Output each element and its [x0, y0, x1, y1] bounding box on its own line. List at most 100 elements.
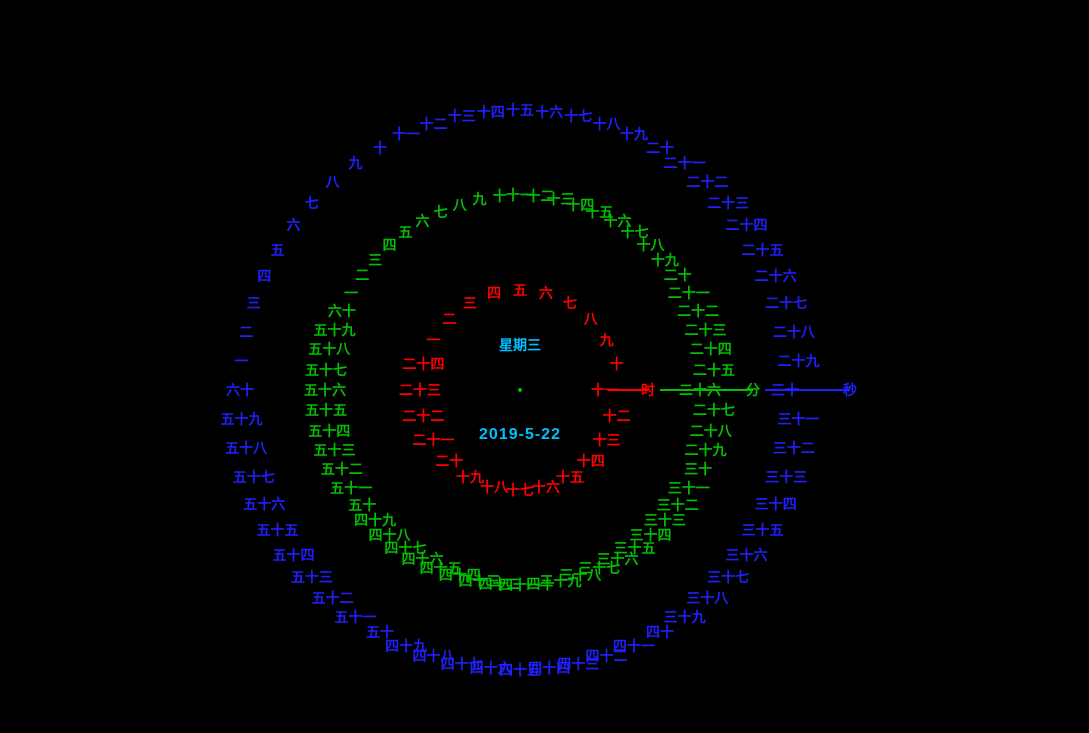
- second-tick-54: 五十四: [272, 545, 314, 565]
- second-tick-4: 四: [257, 266, 271, 286]
- second-tick-15: 十五: [506, 100, 534, 120]
- second-tick-46: 四十六: [470, 658, 512, 678]
- hour-tick-5: 五: [513, 280, 527, 300]
- minute-tick-24: 二十四: [690, 339, 732, 359]
- hour-tick-24: 二十四: [402, 354, 444, 374]
- minute-tick-22: 二十二: [677, 301, 719, 321]
- rotary-clock-stage: 一二三四五六七八九十十一十二十三十四十五十六十七十八十九二十二十一二十二二十三二…: [0, 0, 1089, 733]
- second-tick-11: 十一: [392, 124, 420, 144]
- minute-tick-20: 二十: [664, 265, 692, 285]
- hour-tick-12: 十二: [603, 406, 631, 426]
- minute-tick-34: 三十四: [629, 525, 671, 545]
- hour-tick-22: 二十二: [402, 406, 444, 426]
- minute-tick-9: 九: [472, 189, 486, 209]
- minute-tick-19: 十九: [651, 250, 679, 270]
- second-tick-13: 十三: [448, 106, 476, 126]
- minute-tick-43: 四十三: [458, 571, 500, 591]
- center-dot: [518, 388, 522, 392]
- minute-tick-38: 三十八: [559, 565, 601, 585]
- hour-tick-1: 一: [426, 330, 440, 350]
- minute-tick-36: 三十六: [597, 549, 639, 569]
- minute-tick-45: 四十五: [420, 558, 462, 578]
- second-tick-37: 三十七: [707, 567, 749, 587]
- minute-tick-48: 四十八: [369, 525, 411, 545]
- second-tick-22: 二十二: [686, 172, 728, 192]
- minute-tick-30: 三十: [684, 459, 712, 479]
- minute-axis-label: 分: [746, 380, 760, 400]
- hour-tick-21: 二十一: [412, 430, 454, 450]
- hour-tick-9: 九: [600, 330, 614, 350]
- second-tick-41: 四十一: [613, 636, 655, 656]
- second-tick-6: 六: [286, 215, 300, 235]
- second-connector-line: [765, 389, 850, 391]
- minute-tick-1: 一: [344, 283, 358, 303]
- minute-tick-40: 四十: [526, 574, 554, 594]
- hour-tick-3: 三: [463, 293, 477, 313]
- minute-tick-21: 二十一: [668, 283, 710, 303]
- second-tick-38: 三十八: [686, 588, 728, 608]
- minute-tick-52: 五十二: [321, 459, 363, 479]
- minute-tick-55: 五十五: [305, 400, 347, 420]
- minute-tick-17: 十七: [621, 222, 649, 242]
- minute-tick-7: 七: [434, 202, 448, 222]
- hour-tick-17: 十七: [506, 480, 534, 500]
- second-tick-49: 四十九: [385, 636, 427, 656]
- minute-tick-18: 十八: [636, 235, 664, 255]
- second-tick-47: 四十七: [441, 654, 483, 674]
- second-tick-7: 七: [305, 193, 319, 213]
- second-tick-27: 二十七: [765, 293, 807, 313]
- hour-tick-16: 十六: [532, 477, 560, 497]
- minute-tick-53: 五十三: [314, 440, 356, 460]
- second-tick-29: 二十九: [777, 351, 819, 371]
- minute-tick-4: 四: [383, 235, 397, 255]
- hour-tick-2: 二: [442, 309, 456, 329]
- second-tick-44: 四十四: [528, 658, 570, 678]
- minute-tick-41: 四十一: [499, 575, 541, 595]
- minute-tick-5: 五: [398, 222, 412, 242]
- hour-tick-23: 二十三: [399, 380, 441, 400]
- second-tick-14: 十四: [477, 102, 505, 122]
- hour-tick-7: 七: [563, 293, 577, 313]
- minute-tick-12: 十二: [526, 186, 554, 206]
- minute-tick-42: 四十二: [479, 574, 521, 594]
- second-tick-33: 三十三: [765, 467, 807, 487]
- second-tick-25: 二十五: [741, 240, 783, 260]
- minute-tick-3: 三: [368, 250, 382, 270]
- minute-tick-58: 五十八: [308, 339, 350, 359]
- second-tick-3: 三: [247, 293, 261, 313]
- second-tick-39: 三十九: [664, 607, 706, 627]
- second-tick-48: 四十八: [412, 646, 454, 666]
- minute-tick-44: 四十四: [439, 565, 481, 585]
- minute-tick-35: 三十五: [614, 538, 656, 558]
- second-tick-12: 十二: [419, 114, 447, 134]
- minute-tick-51: 五十一: [330, 478, 372, 498]
- second-tick-42: 四十二: [586, 646, 628, 666]
- minute-connector-line: [660, 389, 753, 391]
- hour-tick-14: 十四: [577, 451, 605, 471]
- hour-tick-13: 十三: [593, 430, 621, 450]
- second-tick-52: 五十二: [312, 588, 354, 608]
- hour-axis-label: 时: [641, 380, 655, 400]
- hour-tick-15: 十五: [556, 467, 584, 487]
- hour-tick-10: 十: [610, 354, 624, 374]
- weekday-label: 星期三: [499, 335, 541, 355]
- minute-tick-16: 十六: [604, 211, 632, 231]
- second-tick-53: 五十三: [291, 567, 333, 587]
- minute-tick-46: 四十六: [402, 549, 444, 569]
- second-tick-55: 五十五: [257, 520, 299, 540]
- second-tick-58: 五十八: [225, 438, 267, 458]
- minute-tick-39: 三十九: [540, 571, 582, 591]
- second-tick-26: 二十六: [755, 266, 797, 286]
- second-tick-24: 二十四: [726, 215, 768, 235]
- second-tick-56: 五十六: [243, 494, 285, 514]
- second-tick-21: 二十一: [664, 153, 706, 173]
- second-tick-5: 五: [271, 240, 285, 260]
- minute-tick-49: 四十九: [354, 510, 396, 530]
- second-axis-label: 秒: [843, 380, 857, 400]
- second-tick-36: 三十六: [726, 545, 768, 565]
- second-tick-45: 四十五: [499, 660, 541, 680]
- second-tick-50: 五十: [366, 622, 394, 642]
- minute-tick-33: 三十三: [644, 510, 686, 530]
- minute-tick-57: 五十七: [305, 360, 347, 380]
- second-tick-23: 二十三: [707, 193, 749, 213]
